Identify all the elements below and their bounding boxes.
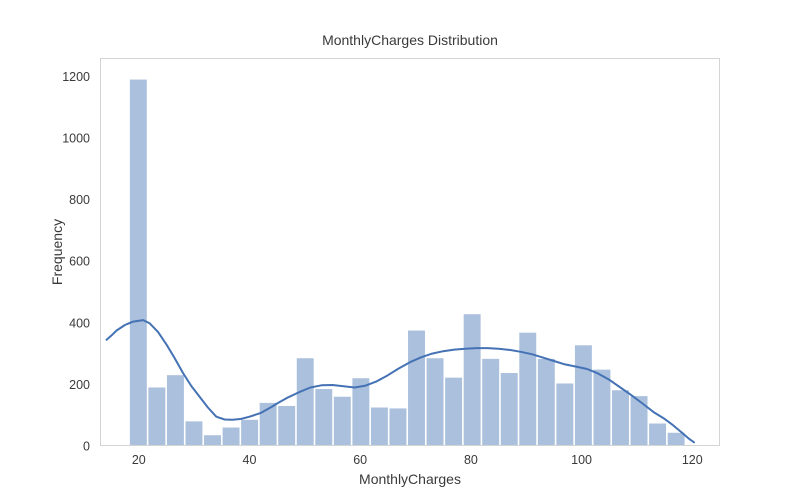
histogram-bar	[129, 79, 147, 446]
histogram-bar	[408, 330, 425, 446]
x-tick-label: 60	[353, 453, 367, 467]
x-tick-label: 40	[243, 453, 257, 467]
histogram-bar	[426, 358, 444, 446]
histogram-bar	[649, 423, 667, 446]
histogram-bar	[612, 390, 629, 446]
histogram-bar	[500, 373, 518, 446]
histogram-bar	[185, 421, 203, 446]
y-tick-label: 200	[69, 378, 90, 392]
kde-curve	[105, 319, 695, 444]
x-tick-label: 100	[571, 453, 592, 467]
histogram-bar	[389, 408, 407, 446]
histogram-bar	[166, 375, 184, 446]
histogram-bar	[352, 378, 370, 446]
histogram-bar	[574, 345, 592, 446]
histogram-bar	[630, 396, 648, 446]
y-tick-label: 600	[69, 255, 90, 269]
histogram-bar	[315, 389, 333, 446]
histogram-bar	[222, 427, 240, 446]
x-tick-label: 20	[132, 453, 146, 467]
y-tick-label: 800	[69, 193, 90, 207]
x-tick-label: 120	[682, 453, 703, 467]
histogram-bar	[259, 402, 277, 446]
chart-title: MonthlyCharges Distribution	[322, 32, 498, 48]
y-tick-label: 0	[83, 440, 90, 454]
histogram-bar	[333, 396, 351, 446]
histogram-bar	[204, 435, 221, 446]
histogram-bar	[241, 419, 259, 446]
histogram-bar	[556, 383, 574, 446]
y-tick-label: 1200	[62, 70, 90, 84]
x-tick-label: 80	[464, 453, 478, 467]
histogram-bar	[278, 405, 296, 446]
histogram-bar	[593, 369, 611, 446]
y-axis-label: Frequency	[49, 218, 65, 286]
histogram-bar	[463, 314, 481, 446]
plot-border	[100, 58, 720, 446]
histogram-bar	[445, 377, 463, 446]
y-tick-label: 1000	[62, 132, 90, 146]
x-axis-label: MonthlyCharges	[359, 471, 461, 487]
histogram-bar	[482, 358, 500, 446]
histogram-bar	[296, 358, 314, 446]
histogram-bar	[370, 407, 388, 446]
histogram-bar	[519, 332, 537, 446]
histogram-bar	[537, 358, 555, 446]
histogram-bar	[148, 387, 166, 446]
y-tick-label: 400	[69, 316, 90, 330]
histogram-bar	[667, 432, 685, 446]
